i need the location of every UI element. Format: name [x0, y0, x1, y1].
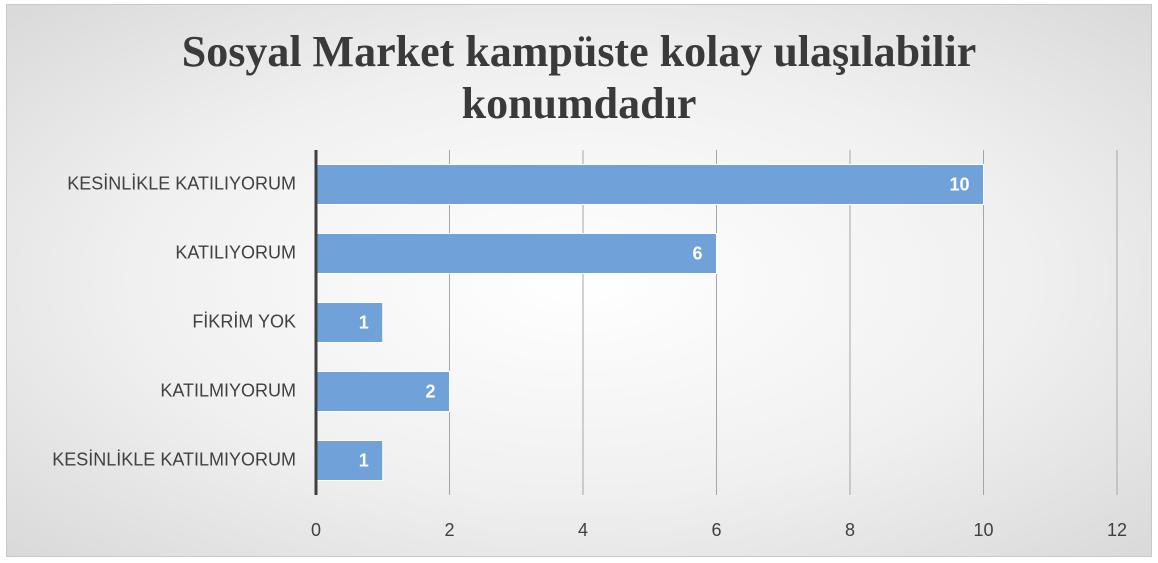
y-tick-label: KATILMIYORUM [160, 380, 296, 400]
bar [315, 371, 450, 412]
y-tick-label: FİKRİM YOK [192, 311, 296, 331]
data-label: 2 [425, 381, 435, 401]
bar [315, 233, 717, 274]
x-tick-label: 0 [311, 520, 321, 540]
x-tick-label: 8 [845, 520, 855, 540]
data-label: 6 [692, 243, 702, 263]
bar [315, 302, 384, 343]
x-tick-label: 6 [711, 520, 721, 540]
bar [315, 164, 984, 205]
y-tick-label: KATILIYORUM [175, 242, 296, 262]
chart-title: Sosyal Market kampüste kolay ulaşılabili… [181, 27, 977, 128]
y-tick-label: KESİNLİKLE KATILIYORUM [67, 173, 296, 193]
x-tick-label: 4 [578, 520, 588, 540]
data-label: 1 [359, 312, 369, 332]
data-label: 10 [949, 174, 969, 194]
x-tick-label: 12 [1107, 520, 1127, 540]
x-tick-label: 10 [973, 520, 993, 540]
x-tick-label: 2 [444, 520, 454, 540]
bar [315, 440, 384, 481]
data-label: 1 [359, 450, 369, 470]
y-tick-label: KESİNLİKLE KATILMIYORUM [52, 449, 296, 469]
chart-background [6, 4, 1152, 557]
